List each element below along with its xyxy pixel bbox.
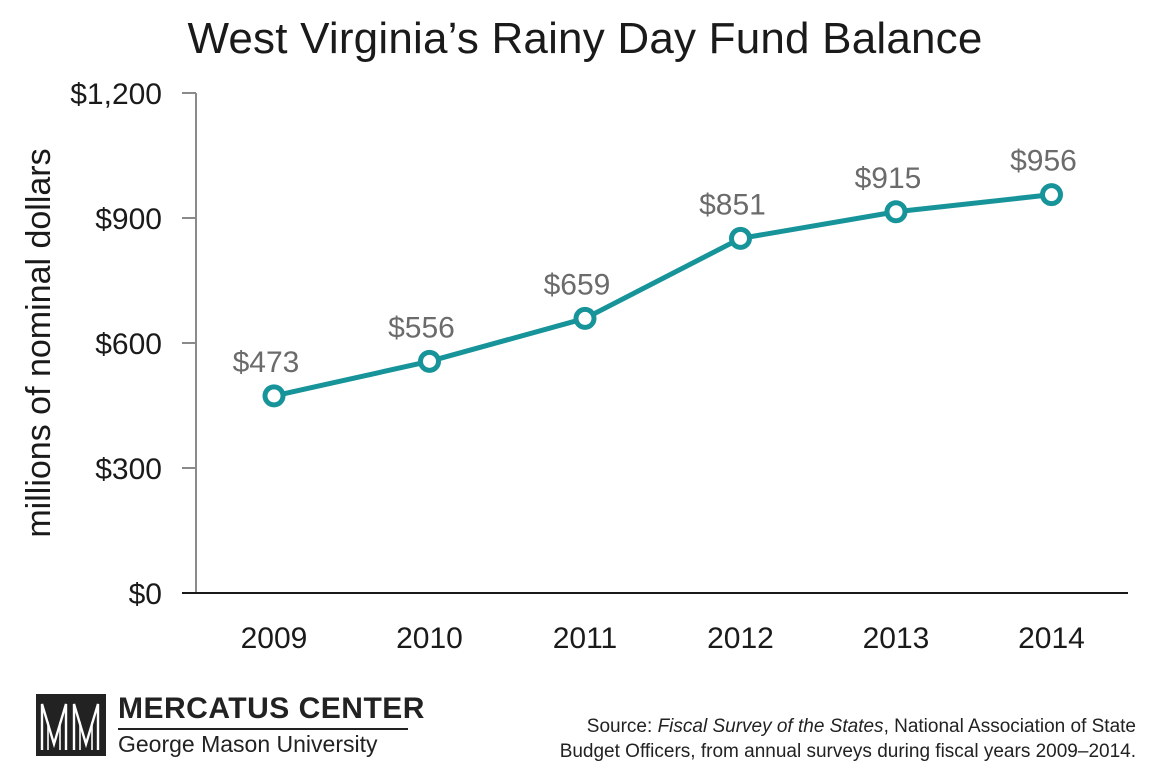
y-tick-label: $300: [95, 453, 162, 486]
data-label: $473: [233, 346, 300, 379]
series-line: [273, 192, 1052, 399]
x-tick-label: 2012: [707, 622, 774, 655]
mercatus-logo-mark-icon: [36, 694, 106, 756]
chart-axes: [182, 93, 1128, 594]
chart-title: West Virginia’s Rainy Day Fund Balance: [187, 14, 983, 63]
data-label: $956: [1010, 145, 1077, 178]
x-tick-label: 2010: [396, 622, 463, 655]
data-point: [1040, 183, 1063, 207]
data-point: [884, 200, 908, 224]
x-tick-label: 2009: [241, 622, 308, 655]
data-point: [573, 306, 597, 330]
source-rest: , National Association of State: [883, 716, 1136, 737]
x-tick-label: 2013: [863, 622, 930, 655]
line-chart: $0 $300 $600 $900 $1,200 2009 2010 2011 2012 201…: [20, 78, 1128, 655]
y-tick-label: $900: [95, 203, 162, 236]
source-publication: Fiscal Survey of the States: [657, 716, 884, 737]
x-tick-label: 2014: [1018, 622, 1085, 655]
data-label: $556: [388, 311, 455, 344]
x-tick-label: 2011: [553, 622, 618, 655]
data-label: $659: [544, 268, 611, 301]
source-line-2: Budget Officers, from annual surveys dur…: [559, 741, 1136, 762]
x-axis-ticks: 2009 2010 2011 2012 2013 2014: [241, 622, 1085, 655]
y-tick-label: $1,200: [70, 78, 162, 111]
data-point: [262, 384, 286, 408]
y-tick-label: $600: [95, 328, 162, 361]
data-label: $915: [855, 162, 922, 195]
data-label: $851: [699, 188, 766, 221]
y-axis-label: millions of nominal dollars: [20, 148, 58, 537]
mercatus-logo: MERCATUS CENTER George Mason University: [36, 690, 424, 760]
data-labels: $473 $556 $659 $851 $915 $956: [233, 145, 1077, 379]
series-line-group: [262, 183, 1063, 408]
data-point: [729, 226, 752, 250]
source-note: Source: Fiscal Survey of the States, Nat…: [560, 714, 1136, 764]
source-line-1: Source: Fiscal Survey of the States, Nat…: [560, 714, 1136, 739]
logo-divider: [118, 728, 408, 730]
source-prefix: Source:: [586, 716, 658, 737]
logo-name: MERCATUS CENTER: [118, 692, 425, 725]
y-axis-ticks: $0 $300 $600 $900 $1,200: [70, 78, 196, 611]
data-point: [418, 349, 441, 373]
logo-subtitle: George Mason University: [118, 731, 378, 757]
y-tick-label: $0: [129, 578, 162, 611]
